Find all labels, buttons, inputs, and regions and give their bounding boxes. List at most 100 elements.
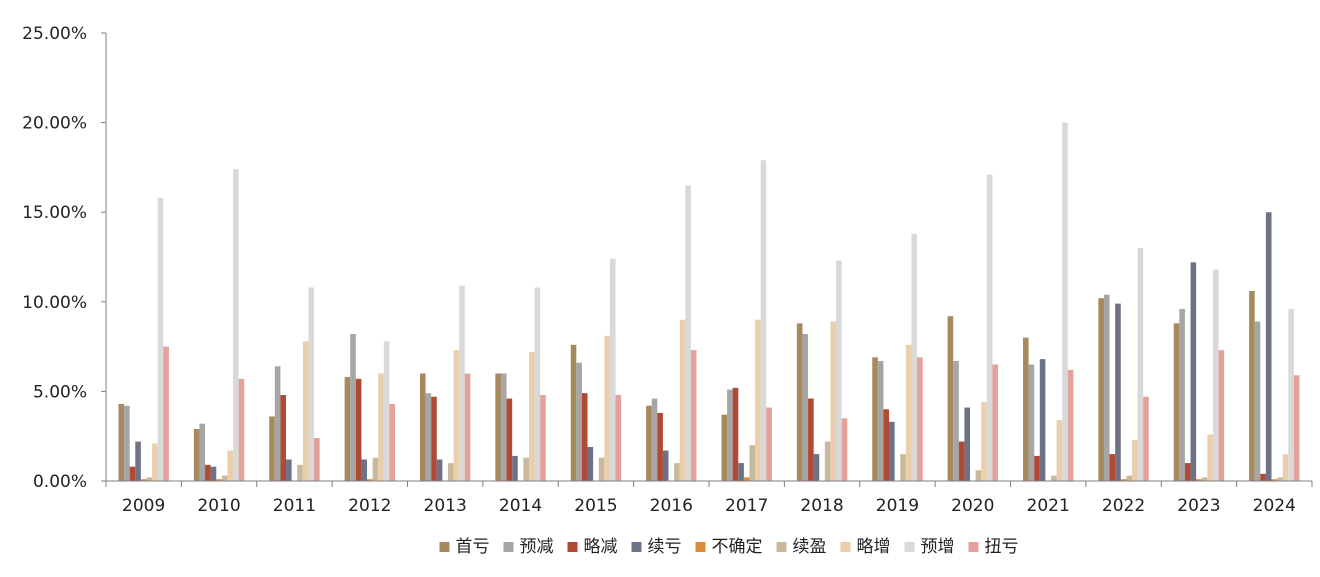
bar <box>986 174 993 481</box>
bar <box>1196 479 1202 481</box>
legend-item: 首亏 <box>439 537 490 557</box>
bar <box>1050 475 1057 481</box>
bar <box>1201 477 1208 481</box>
y-tick-label: 15.00% <box>22 203 87 223</box>
legend-swatch <box>968 542 979 552</box>
bar <box>889 421 895 481</box>
bar <box>900 454 906 481</box>
bar <box>732 387 739 481</box>
bar <box>1184 463 1191 481</box>
bar <box>540 394 546 481</box>
bar <box>227 450 234 481</box>
bar <box>981 402 987 481</box>
bar <box>766 407 772 481</box>
bar <box>609 258 616 481</box>
bar <box>615 394 622 481</box>
bar <box>975 470 982 481</box>
legend-item: 续盈 <box>776 537 827 557</box>
bar <box>193 429 200 481</box>
bar <box>749 445 756 481</box>
bar <box>378 373 384 481</box>
bar <box>1179 308 1185 481</box>
legend-label: 略增 <box>857 537 891 557</box>
legend-swatch <box>631 542 642 552</box>
bar <box>350 334 356 481</box>
bar <box>383 341 390 481</box>
x-tick-label: 2023 <box>1177 496 1220 516</box>
bar <box>836 260 842 481</box>
x-tick-label: 2016 <box>650 496 693 516</box>
bar <box>124 405 130 481</box>
legend-item: 预增 <box>904 537 955 557</box>
bar <box>464 373 471 481</box>
bar <box>802 334 809 481</box>
bar <box>280 394 287 481</box>
bar <box>1254 321 1261 481</box>
bar <box>598 457 605 481</box>
y-tick-label: 25.00% <box>22 24 87 44</box>
x-tick-label: 2020 <box>951 496 994 516</box>
bar <box>1265 212 1272 481</box>
bar <box>872 357 878 481</box>
x-tick-label: 2017 <box>725 496 768 516</box>
bar <box>146 477 153 481</box>
bar <box>129 466 136 481</box>
bar <box>651 398 658 481</box>
bar <box>587 446 594 481</box>
bar <box>604 335 610 481</box>
bar <box>738 463 744 481</box>
legend-item: 略增 <box>840 537 891 557</box>
bar <box>135 441 141 481</box>
bar <box>813 454 820 481</box>
bar <box>947 316 954 481</box>
x-tick-label: 2012 <box>348 496 391 516</box>
bar <box>1282 454 1289 481</box>
legend-swatch <box>840 542 851 552</box>
bar <box>459 285 465 481</box>
legend: 首亏 预减 略减 续亏 不确定 续盈 略增 预增 扭亏 <box>439 537 1019 557</box>
bar <box>436 459 443 481</box>
bar <box>877 360 884 481</box>
legend-swatch <box>904 542 915 552</box>
bar <box>361 459 368 481</box>
legend-item: 略减 <box>567 537 618 557</box>
bar <box>674 463 680 481</box>
bar <box>1249 291 1255 481</box>
bar <box>1288 308 1294 481</box>
bar <box>221 475 228 481</box>
bar <box>1271 479 1278 481</box>
bar <box>657 412 663 481</box>
bar <box>1039 359 1046 481</box>
bar <box>1218 350 1225 481</box>
bar <box>1109 454 1116 481</box>
bar <box>1293 375 1300 481</box>
x-tick-label: 2018 <box>800 496 843 516</box>
bar <box>1120 479 1127 481</box>
legend-label: 扭亏 <box>985 537 1019 557</box>
bar <box>269 416 275 481</box>
bar <box>205 464 211 481</box>
bar <box>964 407 971 481</box>
bar <box>570 344 577 481</box>
x-tick-label: 2010 <box>197 496 240 516</box>
bar <box>755 319 761 481</box>
bar <box>495 373 501 481</box>
bar <box>721 414 728 481</box>
legend-label: 预减 <box>520 537 554 557</box>
bar <box>1056 420 1063 481</box>
bar <box>1137 248 1144 481</box>
bar <box>210 466 217 481</box>
legend-label: 首亏 <box>456 537 490 557</box>
bar <box>727 389 733 481</box>
bar <box>796 323 803 481</box>
x-tick-label: 2015 <box>574 496 617 516</box>
bar <box>389 403 396 481</box>
bar <box>760 160 767 481</box>
bar <box>302 341 309 481</box>
y-axis: 0.00% 5.00% 10.00% 15.00% 20.00% 25.00% <box>22 24 107 492</box>
legend-swatch <box>439 542 450 552</box>
bar <box>911 233 918 481</box>
bar <box>308 287 315 481</box>
bar <box>314 437 320 481</box>
x-tick-label: 2021 <box>1027 496 1070 516</box>
